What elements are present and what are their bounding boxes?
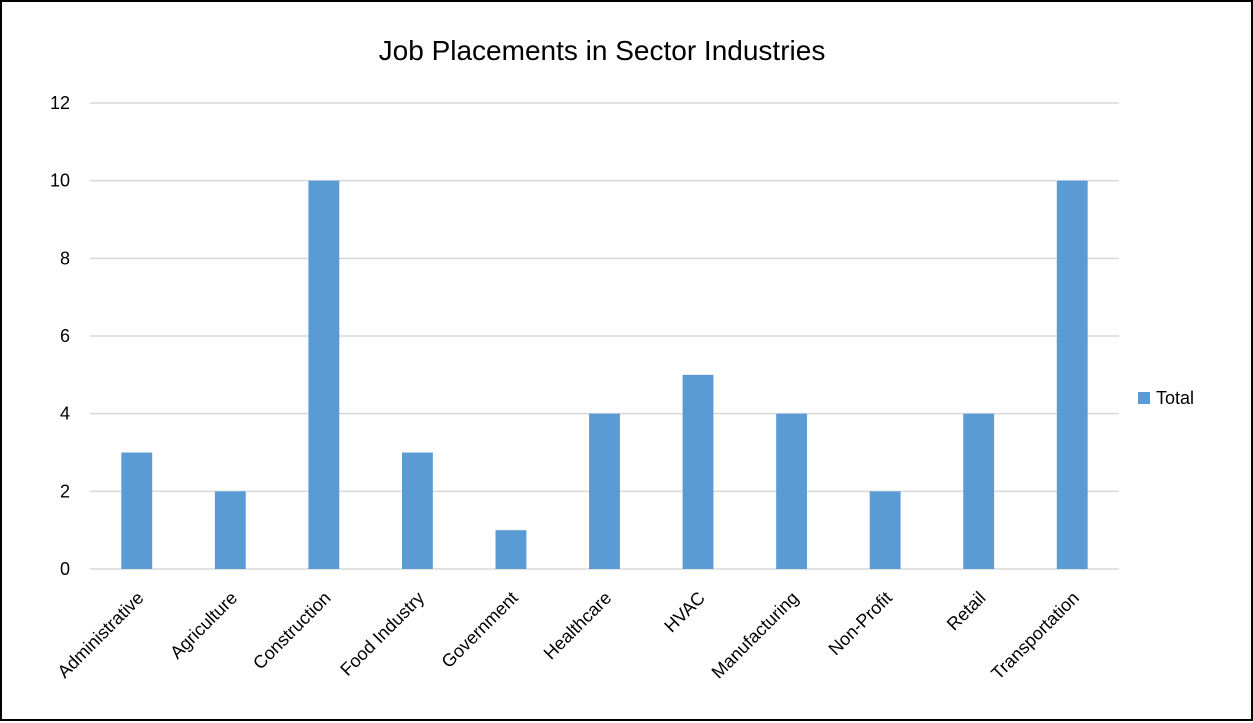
y-axis-ticks: 0 2 4 6 8 10 12 (50, 93, 70, 579)
y-tick-label: 8 (60, 248, 70, 268)
y-tick-label: 12 (50, 93, 70, 113)
bar-food-industry (401, 452, 433, 569)
bar-hvac (682, 374, 714, 569)
bar-healthcare (589, 413, 620, 569)
x-tick-label: Administrative (54, 588, 148, 682)
bar-transportation (1056, 180, 1088, 569)
x-tick-label: Government (438, 588, 522, 672)
bar-administrative (121, 452, 153, 569)
y-tick-label: 0 (60, 559, 70, 579)
x-axis-ticks: Administrative Agriculture Construction Foo… (54, 588, 1084, 684)
legend-swatch (1138, 392, 1150, 404)
bar-retail (963, 413, 995, 569)
y-tick-label: 6 (60, 326, 70, 346)
y-tick-label: 4 (60, 404, 70, 424)
legend-label: Total (1156, 388, 1194, 408)
x-tick-label: Retail (943, 588, 990, 635)
x-tick-label: Manufacturing (708, 588, 803, 683)
legend: Total (1138, 388, 1194, 408)
bar-manufacturing (776, 413, 808, 569)
bar-construction (308, 180, 340, 569)
bar-agriculture (214, 491, 246, 569)
x-tick-label: HVAC (660, 588, 709, 637)
bar-non-profit (869, 491, 901, 569)
y-tick-label: 10 (50, 171, 70, 191)
x-tick-label: Agriculture (166, 588, 241, 663)
x-tick-label: Food Industry (336, 588, 428, 680)
x-tick-label: Construction (249, 588, 335, 674)
bar-government (495, 530, 527, 569)
bars (121, 180, 1088, 569)
x-tick-label: Transportation (987, 588, 1083, 684)
chart-title: Job Placements in Sector Industries (379, 35, 826, 66)
y-tick-label: 2 (60, 481, 70, 501)
x-tick-label: Non-Profit (825, 588, 896, 659)
x-tick-label: Healthcare (540, 588, 616, 664)
